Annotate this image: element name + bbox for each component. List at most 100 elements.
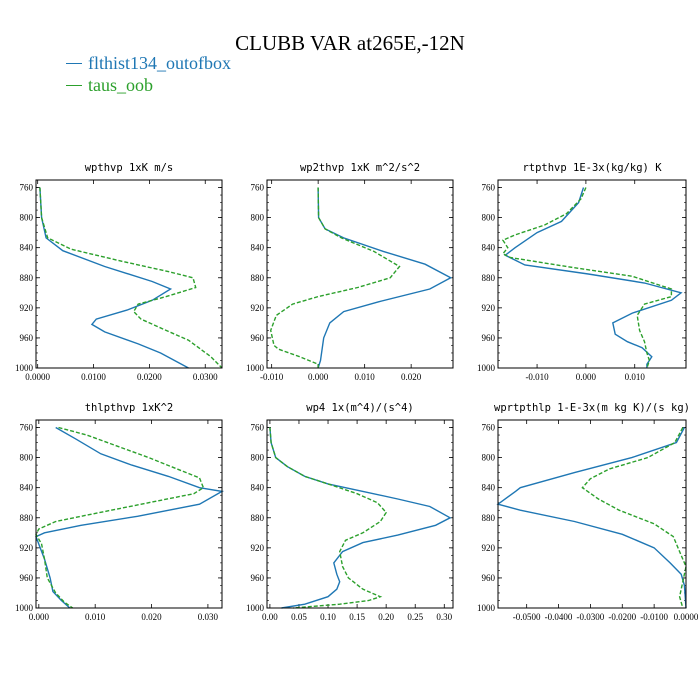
- series-line-taus-oob: [269, 187, 401, 368]
- plot-frame: [266, 179, 454, 369]
- series-line-taus-oob: [35, 426, 205, 609]
- panel-1: wpthvp 1xK m/s 760 800 840 880 920 960 10000.00…: [15, 162, 223, 382]
- x-tick-label: 0.15: [349, 612, 365, 622]
- y-tick-label: 800: [482, 453, 496, 463]
- x-tick-label: -0.0200: [608, 612, 636, 622]
- panel-title: wprtpthlp 1-E-3x(m kg K)/(s kg): [494, 402, 690, 414]
- figure-title: CLUBB VAR at265E,-12N: [235, 31, 465, 55]
- series-line-taus-oob: [501, 187, 673, 369]
- y-tick-label: 960: [482, 573, 496, 583]
- x-tick-label: 0.10: [320, 612, 336, 622]
- x-tick-label: 0.010: [355, 372, 376, 382]
- panel-title: wpthvp 1xK m/s: [85, 162, 174, 174]
- series-line-flthist134-outofbox: [269, 427, 452, 609]
- x-tick-label: 0.020: [401, 372, 422, 382]
- y-tick-label: 960: [20, 333, 34, 343]
- y-tick-label: 880: [482, 273, 496, 283]
- plot-frame: [497, 179, 687, 369]
- panel-2: wp2thvp 1xK m^2/s^2 760 800 840 880 920 960 100…: [246, 162, 454, 382]
- x-tick-label: 0.000: [576, 372, 597, 382]
- y-tick-label: 760: [251, 423, 265, 433]
- panel-title: wp2thvp 1xK m^2/s^2: [300, 162, 420, 174]
- y-tick-label: 840: [251, 243, 265, 253]
- y-tick-label: 840: [482, 243, 496, 253]
- legend-label-1: flthist134_outofbox: [88, 53, 231, 73]
- x-tick-label: 0.0000: [674, 612, 699, 622]
- y-tick-label: 800: [251, 213, 265, 223]
- y-tick-label: 840: [251, 483, 265, 493]
- x-tick-label: 0.030: [198, 612, 219, 622]
- x-tick-label: 0.30: [436, 612, 452, 622]
- y-tick-label: 800: [20, 213, 34, 223]
- x-tick-label: 0.010: [625, 372, 646, 382]
- plot-frame: [35, 419, 223, 609]
- y-tick-label: 840: [20, 483, 34, 493]
- y-tick-label: 840: [20, 243, 34, 253]
- y-tick-label: 920: [482, 303, 496, 313]
- series-line-flthist134-outofbox: [317, 187, 453, 369]
- x-tick-label: 0.20: [378, 612, 394, 622]
- y-tick-label: 880: [482, 513, 496, 523]
- series-line-flthist134-outofbox: [496, 427, 687, 609]
- plot-frame: [266, 419, 454, 609]
- x-tick-label: 0.0200: [137, 372, 162, 382]
- panel-title: thlpthvp 1xK^2: [85, 402, 174, 414]
- x-tick-label: 0.010: [85, 612, 106, 622]
- y-tick-label: 880: [251, 513, 265, 523]
- legend: flthist134_outofbox taus_oob: [66, 52, 231, 96]
- y-tick-label: 920: [251, 543, 265, 553]
- y-tick-label: 800: [482, 213, 496, 223]
- y-tick-label: 1000: [246, 363, 265, 373]
- x-tick-label: 0.0100: [81, 372, 106, 382]
- series-line-flthist134-outofbox: [35, 426, 225, 609]
- plot-frame: [497, 419, 687, 609]
- y-tick-label: 920: [482, 543, 496, 553]
- x-tick-label: 0.0300: [193, 372, 218, 382]
- series-line-flthist134-outofbox: [39, 187, 189, 369]
- legend-swatch-1: [66, 62, 82, 64]
- y-tick-label: 880: [20, 513, 34, 523]
- y-tick-label: 960: [251, 333, 265, 343]
- y-tick-label: 800: [20, 453, 34, 463]
- series-line-flthist134-outofbox: [503, 187, 683, 368]
- x-tick-label: -0.0400: [545, 612, 573, 622]
- y-tick-label: 1000: [15, 363, 34, 373]
- y-tick-label: 920: [20, 543, 34, 553]
- x-tick-label: 0.0000: [25, 372, 50, 382]
- y-tick-label: 960: [482, 333, 496, 343]
- plot-frame: [35, 179, 223, 369]
- y-tick-label: 760: [251, 183, 265, 193]
- legend-item-1: flthist134_outofbox: [66, 52, 231, 74]
- x-tick-label: 0.000: [29, 612, 50, 622]
- series-line-taus-oob: [39, 187, 223, 369]
- x-tick-label: 0.000: [308, 372, 329, 382]
- y-tick-label: 920: [20, 303, 34, 313]
- panel-6: wprtpthlp 1-E-3x(m kg K)/(s kg) 760 800 840…: [477, 402, 699, 622]
- y-tick-label: 760: [482, 183, 496, 193]
- panel-5: wp4 1x(m^4)/(s^4)76080084088092096010000…: [246, 402, 454, 622]
- y-tick-label: 1000: [477, 603, 496, 613]
- x-tick-label: 0.05: [291, 612, 307, 622]
- y-tick-label: 800: [251, 453, 265, 463]
- x-tick-label: 0.020: [141, 612, 162, 622]
- y-tick-label: 840: [482, 483, 496, 493]
- x-tick-label: -0.0100: [640, 612, 668, 622]
- panel-title: rtpthvp 1E-3x(kg/kg) K: [522, 162, 662, 174]
- panel-title: wp4 1x(m^4)/(s^4): [306, 402, 413, 414]
- series-line-taus-oob: [581, 427, 687, 609]
- panel-4: thlpthvp 1xK^2 760 800 840 880 920 960 10000.00…: [15, 402, 225, 622]
- y-tick-label: 960: [251, 573, 265, 583]
- x-tick-label: -0.0300: [577, 612, 605, 622]
- y-tick-label: 1000: [477, 363, 496, 373]
- y-tick-label: 960: [20, 573, 34, 583]
- x-tick-label: 0.00: [262, 612, 278, 622]
- x-tick-label: 0.25: [407, 612, 423, 622]
- y-tick-label: 760: [20, 423, 34, 433]
- y-tick-label: 880: [20, 273, 34, 283]
- y-tick-label: 920: [251, 303, 265, 313]
- y-tick-label: 1000: [15, 603, 34, 613]
- legend-label-2: taus_oob: [88, 75, 153, 95]
- series-line-taus-oob: [269, 427, 388, 609]
